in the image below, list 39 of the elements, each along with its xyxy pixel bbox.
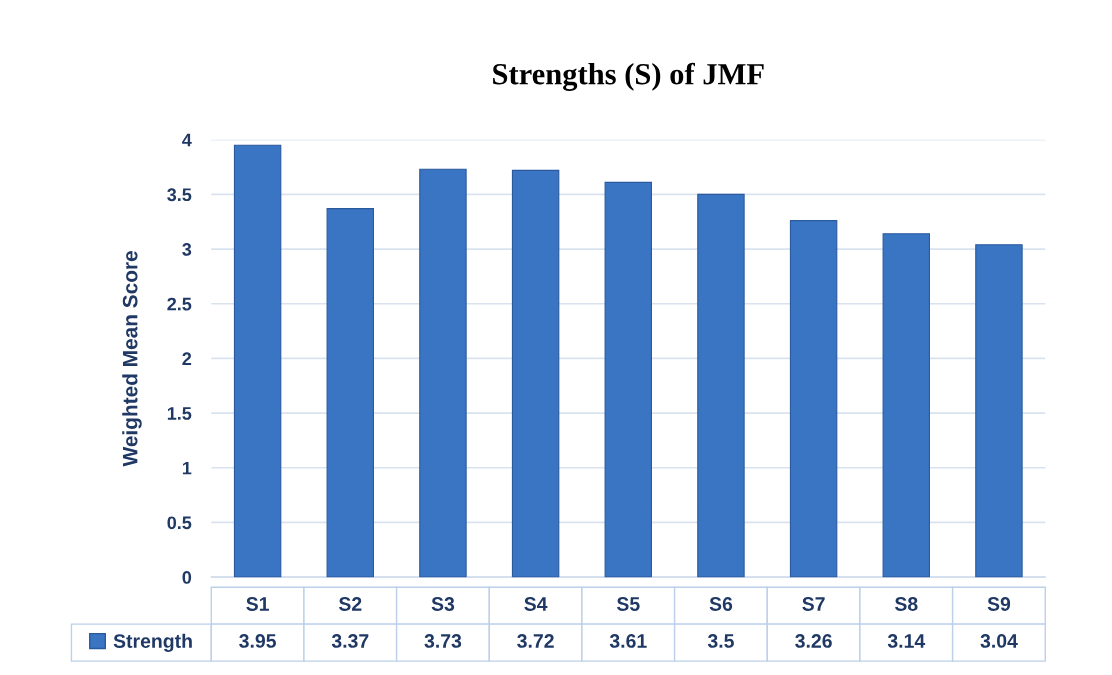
bar [975,244,1023,578]
data-label: 3.37 [331,634,369,648]
y-tick-label: 3.5 [167,188,192,202]
chart-title: Strengths (S) of JMF [493,62,764,91]
legend-label: Strength [113,633,192,652]
bar [233,144,282,578]
y-tick-label: 2 [182,352,192,365]
data-label: 3.72 [517,634,554,648]
x-tick-label: S3 [431,597,455,611]
y-tick-label: 1 [182,461,192,475]
bar [419,168,467,578]
x-tick-label: S5 [616,597,640,611]
data-label: 3.73 [424,634,462,648]
x-tick-label: S8 [894,597,918,611]
x-tick-label: S4 [524,597,548,611]
y-tick-label: 1.5 [167,407,192,420]
bar [326,208,375,578]
data-label: 3.04 [980,634,1018,648]
data-label: 3.5 [707,634,734,648]
data-label: 3.26 [795,634,832,648]
bar [511,169,560,578]
x-tick-label: S6 [709,597,733,611]
x-tick-label: S7 [802,597,825,611]
x-tick-label: S9 [987,597,1011,611]
x-tick-label: S2 [338,597,362,611]
y-tick-label: 2.5 [167,297,192,311]
y-tick-label: 0 [182,571,192,584]
bar [882,233,931,578]
y-tick-label: 3 [182,243,192,256]
y-tick-label: 0.5 [167,516,192,530]
data-label: 3.14 [887,634,926,648]
x-tick-label: S1 [246,597,269,611]
y-axis-title: Weighted Mean Score [122,251,142,467]
bar [604,181,653,578]
data-label: 3.61 [609,634,647,648]
bar [697,193,745,578]
y-tick-label: 4 [182,133,192,147]
bar [789,220,838,578]
data-label: 3.95 [239,634,276,648]
